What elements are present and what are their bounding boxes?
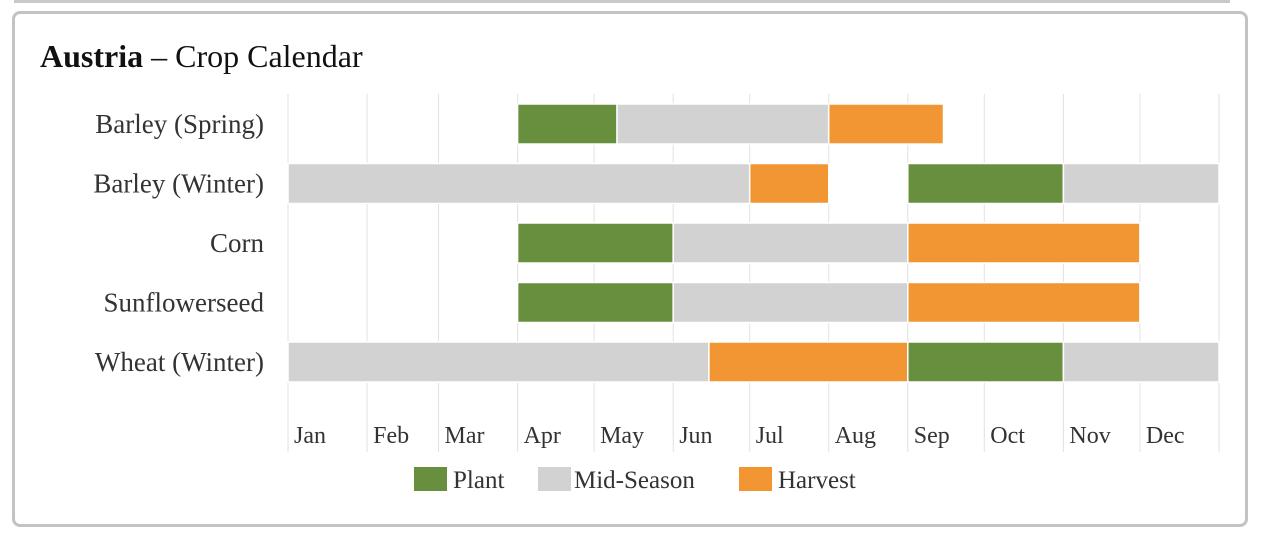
labels: Jan Feb Mar Apr May Jun Jul Aug Sep Oct Nov Dec Barl… [93, 109, 1184, 449]
x-tick-label: Oct [990, 423, 1025, 449]
legend: Plant Mid-Season Harvest [414, 467, 856, 494]
x-tick-label: Jan [294, 423, 326, 449]
bar-mid-season [616, 103, 830, 145]
y-category-label: Barley (Winter) [93, 169, 264, 199]
bar-harvest [907, 281, 1141, 324]
x-tick-label: Dec [1146, 423, 1185, 449]
chart-title: Austria – Crop Calendar [40, 38, 363, 75]
legend-swatch-mid-season [538, 467, 571, 491]
x-tick-label: Aug [835, 423, 876, 449]
x-tick-label: May [600, 423, 644, 449]
grid [287, 94, 1220, 452]
x-tick-label: Nov [1069, 423, 1110, 449]
legend-label: Plant [453, 467, 504, 494]
chart-panel [12, 11, 1248, 527]
bar-harvest [907, 222, 1141, 264]
bar-mid-season [287, 341, 710, 383]
title-country: Austria [40, 38, 144, 74]
bars [287, 103, 1220, 383]
title-subtitle: Crop Calendar [175, 38, 363, 74]
y-category-label: Sunflowerseed [104, 288, 265, 318]
legend-swatch-harvest [739, 467, 772, 491]
x-tick-label: Feb [373, 423, 409, 449]
legend-swatch-plant [414, 467, 447, 491]
bar-plant [516, 281, 674, 324]
bar-harvest [708, 341, 909, 383]
x-tick-label: Mar [445, 423, 485, 449]
bar-plant [907, 162, 1065, 205]
bar-mid-season [287, 162, 751, 205]
bar-plant [907, 341, 1065, 383]
title-separator: – [151, 38, 168, 74]
top-divider [14, 0, 1230, 3]
bar-plant [516, 222, 674, 264]
bar-mid-season [672, 222, 909, 264]
x-tick-label: Apr [524, 423, 561, 449]
bar-harvest [748, 162, 830, 205]
bar-harvest [827, 103, 945, 145]
x-tick-label: Jul [756, 423, 784, 449]
y-category-label: Corn [210, 228, 265, 258]
x-tick-label: Sep [914, 423, 950, 449]
y-category-label: Wheat (Winter) [95, 347, 264, 377]
y-category-label: Barley (Spring) [95, 109, 264, 139]
bar-mid-season [672, 281, 909, 324]
bar-mid-season [1062, 341, 1220, 383]
x-tick-label: Jun [679, 423, 712, 449]
legend-label: Harvest [778, 467, 856, 494]
bar-mid-season [1062, 162, 1220, 205]
bar-plant [516, 103, 618, 145]
legend-label: Mid-Season [574, 467, 695, 494]
